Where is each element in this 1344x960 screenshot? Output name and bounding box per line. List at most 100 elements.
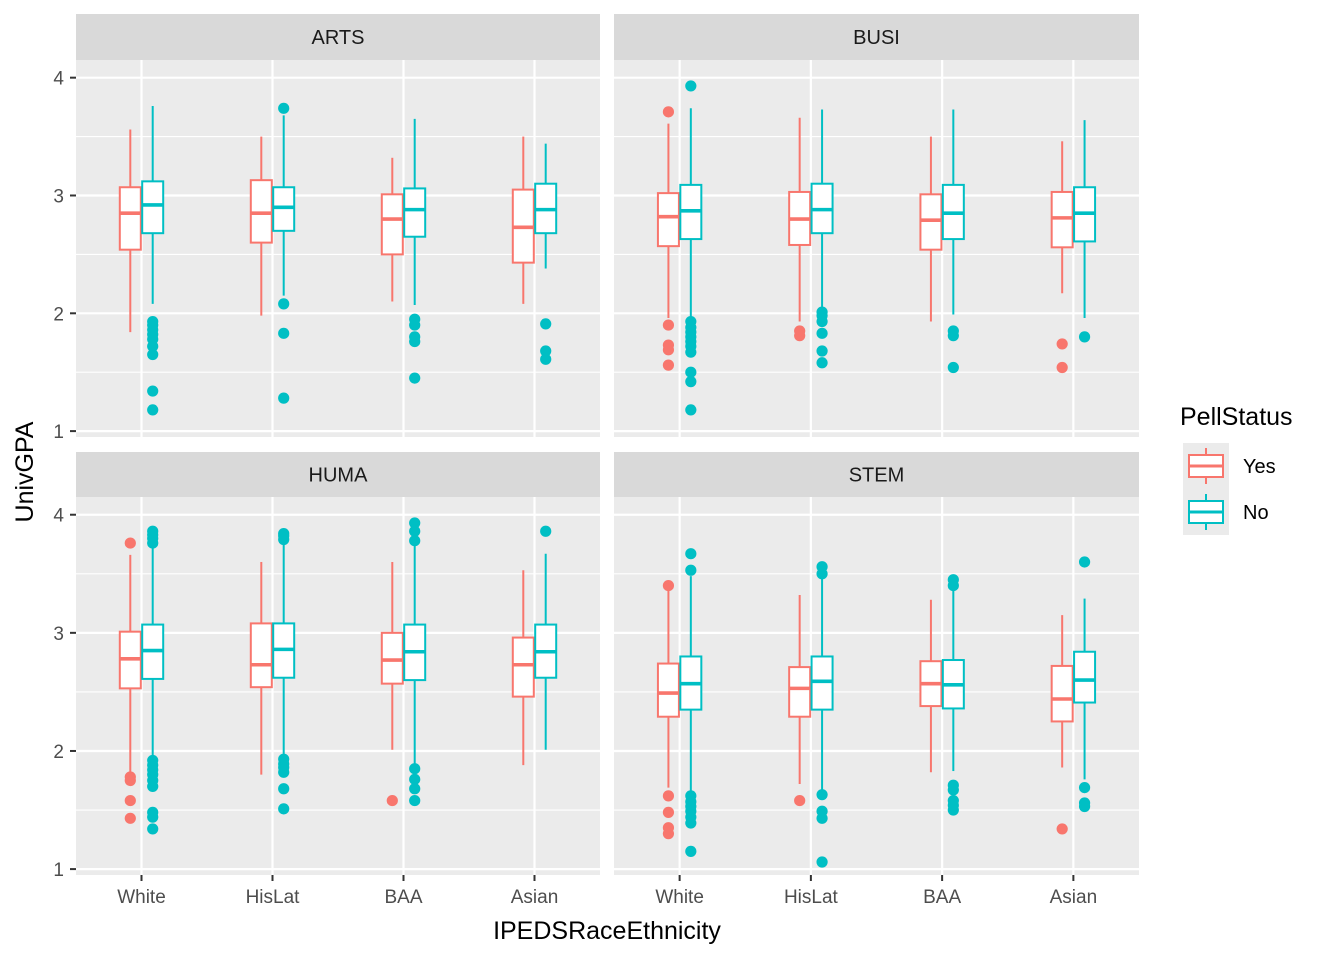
outlier-point bbox=[816, 345, 828, 357]
outlier-point bbox=[1078, 800, 1091, 813]
y-tick-label: 2 bbox=[53, 742, 64, 763]
outlier-point bbox=[409, 319, 421, 331]
x-tick-label: Asian bbox=[1050, 887, 1098, 908]
x-tick-label: BAA bbox=[384, 887, 422, 908]
box-hislat-no bbox=[272, 102, 296, 404]
iqr-box bbox=[656, 662, 680, 718]
legend-title: PellStatus bbox=[1180, 403, 1293, 431]
outlier-point bbox=[662, 319, 675, 331]
outlier-point bbox=[794, 794, 806, 807]
y-tick-label: 3 bbox=[53, 624, 64, 645]
box-white-no bbox=[141, 105, 165, 416]
outlier-point bbox=[540, 318, 552, 330]
outlier-point bbox=[124, 537, 136, 549]
outlier-point bbox=[685, 376, 697, 388]
panel-arts: ARTS bbox=[76, 14, 600, 437]
outlier-point bbox=[947, 330, 959, 342]
outlier-point bbox=[147, 537, 159, 549]
iqr-box bbox=[1073, 650, 1097, 704]
y-tick-label: 4 bbox=[53, 69, 64, 90]
outlier-point bbox=[685, 817, 697, 829]
iqr-box bbox=[1050, 664, 1074, 723]
outlier-point bbox=[147, 811, 159, 823]
box-white-no bbox=[679, 548, 703, 857]
box-white-yes bbox=[656, 579, 680, 840]
iqr-box bbox=[511, 636, 535, 698]
y-tick-label: 4 bbox=[53, 506, 64, 527]
box-asian-no bbox=[534, 525, 558, 750]
y-tick-label: 3 bbox=[53, 186, 64, 207]
outlier-point bbox=[409, 794, 421, 807]
outlier-point bbox=[816, 568, 828, 580]
box-hislat-yes bbox=[788, 595, 812, 807]
x-axis-title: IPEDSRaceEthnicity bbox=[493, 917, 721, 945]
outlier-point bbox=[278, 102, 290, 114]
outlier-point bbox=[409, 763, 421, 775]
outlier-point bbox=[409, 372, 421, 384]
outlier-point bbox=[147, 348, 159, 361]
iqr-box bbox=[249, 622, 273, 689]
outlier-point bbox=[1078, 556, 1091, 568]
legend: PellStatus Yes No bbox=[1180, 403, 1293, 535]
outlier-point bbox=[662, 106, 675, 118]
box-white-no bbox=[679, 80, 703, 416]
panel-huma: HUMA bbox=[76, 452, 600, 875]
facet-strip-label: ARTS bbox=[312, 27, 365, 49]
outlier-point bbox=[1078, 781, 1091, 794]
box-baa-no bbox=[403, 517, 427, 807]
facet-strip bbox=[614, 452, 1139, 497]
outlier-point bbox=[278, 803, 290, 815]
outlier-point bbox=[124, 794, 136, 807]
box-baa-no bbox=[941, 109, 965, 374]
outlier-point bbox=[147, 823, 159, 835]
iqr-box bbox=[141, 180, 165, 235]
legend-key-yes: Yes bbox=[1183, 443, 1276, 489]
facet-strip-label: STEM bbox=[849, 465, 905, 487]
outlier-point bbox=[685, 564, 697, 576]
box-asian-yes bbox=[511, 136, 535, 304]
box-white-yes bbox=[118, 129, 142, 333]
outlier-point bbox=[662, 828, 675, 840]
facet-strip bbox=[614, 14, 1139, 60]
box-hislat-no bbox=[810, 561, 834, 868]
outlier-point bbox=[409, 773, 421, 785]
outlier-point bbox=[947, 579, 959, 592]
box-asian-yes bbox=[511, 570, 535, 766]
outlier-point bbox=[278, 783, 290, 795]
box-baa-no bbox=[403, 118, 427, 384]
box-asian-yes bbox=[1050, 615, 1074, 835]
outlier-point bbox=[685, 845, 697, 857]
box-asian-no bbox=[534, 143, 558, 365]
x-tick-label: Asian bbox=[511, 887, 559, 908]
outlier-point bbox=[540, 353, 552, 365]
outlier-point bbox=[540, 525, 552, 537]
facet-strip-label: HUMA bbox=[309, 465, 369, 487]
y-axis-title: UnivGPA bbox=[11, 421, 39, 522]
iqr-box bbox=[118, 186, 142, 251]
outlier-point bbox=[816, 812, 828, 824]
outlier-point bbox=[816, 357, 828, 369]
outlier-point bbox=[685, 366, 697, 378]
outlier-point bbox=[947, 361, 959, 374]
outlier-point bbox=[662, 344, 675, 356]
outlier-point bbox=[1056, 338, 1068, 350]
outlier-point bbox=[409, 525, 421, 537]
facet-strip bbox=[76, 452, 600, 497]
legend-label: No bbox=[1243, 502, 1269, 524]
box-asian-no bbox=[1073, 120, 1097, 343]
outlier-point bbox=[386, 794, 398, 807]
box-hislat-no bbox=[272, 528, 296, 815]
legend-keys: Yes No bbox=[1183, 443, 1276, 535]
box-baa-yes bbox=[919, 136, 943, 322]
legend-label: Yes bbox=[1243, 456, 1276, 478]
outlier-point bbox=[1056, 361, 1068, 374]
outlier-point bbox=[1078, 331, 1091, 343]
outlier-point bbox=[409, 335, 421, 348]
outlier-point bbox=[685, 80, 697, 92]
panel-stem: STEM bbox=[614, 452, 1139, 875]
iqr-box bbox=[403, 187, 427, 238]
box-white-yes bbox=[656, 106, 680, 371]
iqr-box bbox=[656, 192, 680, 248]
outlier-point bbox=[409, 517, 421, 529]
